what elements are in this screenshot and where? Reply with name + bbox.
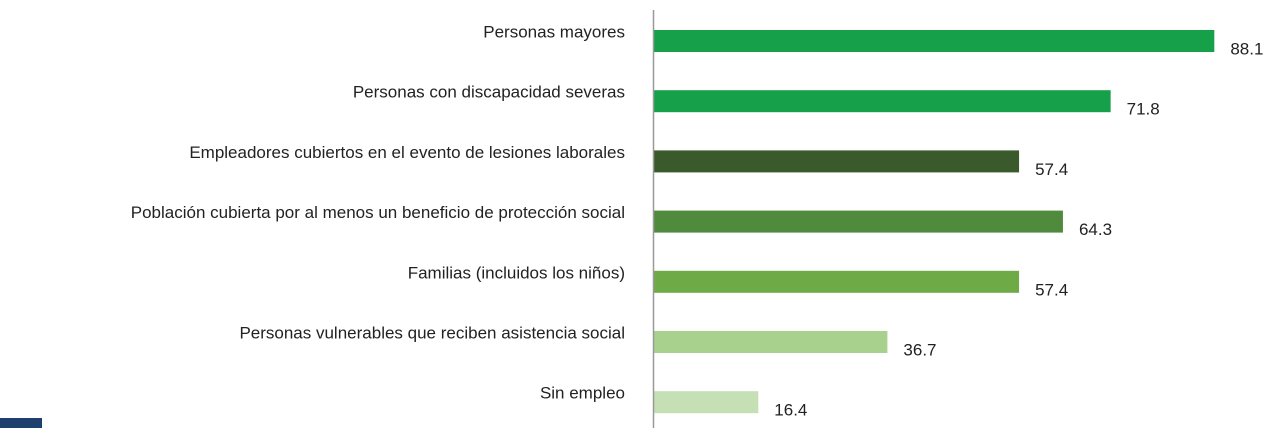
corner-mark	[0, 418, 42, 428]
value-label: 88.1	[1230, 39, 1263, 58]
value-label: 71.8	[1127, 100, 1160, 119]
category-label: Personas mayores	[483, 22, 625, 41]
bar	[654, 331, 888, 353]
bar	[654, 150, 1020, 173]
bar	[654, 391, 759, 414]
category-label: Empleadores cubiertos en el evento de le…	[189, 143, 625, 162]
value-label: 57.4	[1035, 280, 1068, 299]
category-label: Personas con discapacidad severas	[353, 83, 625, 102]
category-label: Personas vulnerables que reciben asisten…	[239, 323, 625, 342]
value-label: 64.3	[1079, 220, 1112, 239]
category-label: Población cubierta por al menos un benef…	[131, 203, 625, 222]
value-label: 57.4	[1035, 160, 1068, 179]
bar	[654, 90, 1111, 113]
category-label: Familias (incluidos los niños)	[408, 263, 625, 282]
bar	[654, 30, 1215, 52]
category-label: Sin empleo	[540, 384, 625, 403]
bar	[654, 210, 1063, 233]
value-label: 16.4	[774, 401, 807, 420]
bar	[654, 270, 1020, 293]
value-label: 36.7	[903, 340, 936, 359]
